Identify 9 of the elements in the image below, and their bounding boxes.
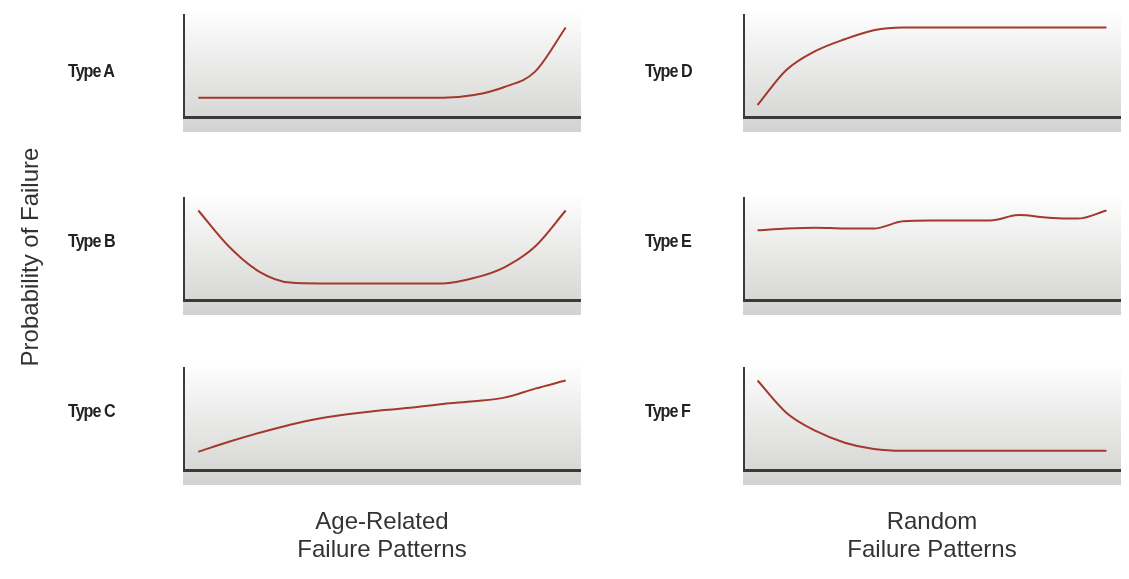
text: Type E <box>645 230 691 252</box>
text: Type A <box>68 60 114 82</box>
text: Type F <box>645 400 690 422</box>
text: Type C <box>68 400 115 422</box>
text: Type B <box>68 230 115 252</box>
x-axis-title: Random Failure Patterns <box>846 507 1018 563</box>
text: Type D <box>645 60 692 82</box>
y-axis-title: Probability of Failure <box>16 146 44 369</box>
x-axis-title: Age-Related Failure Patterns <box>296 507 468 563</box>
